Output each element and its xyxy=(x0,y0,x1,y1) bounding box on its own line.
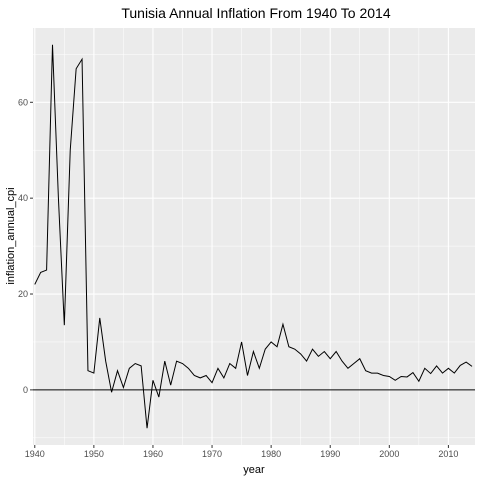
data-point-1949 xyxy=(87,370,88,371)
data-point-1983 xyxy=(288,346,289,347)
data-point-2001 xyxy=(395,380,396,381)
data-point-1965 xyxy=(182,363,183,364)
data-point-1963 xyxy=(170,384,171,385)
data-point-1967 xyxy=(194,375,195,376)
data-point-1955 xyxy=(123,387,124,388)
data-point-1999 xyxy=(383,375,384,376)
data-point-2003 xyxy=(406,376,407,377)
data-point-2013 xyxy=(466,361,467,362)
data-point-1959 xyxy=(146,428,147,429)
data-point-1995 xyxy=(359,358,360,359)
data-point-1996 xyxy=(365,370,366,371)
data-point-2002 xyxy=(401,376,402,377)
x-tick-label: 1950 xyxy=(84,449,104,459)
data-point-1956 xyxy=(129,368,130,369)
data-point-1948 xyxy=(81,59,82,60)
data-point-1950 xyxy=(93,373,94,374)
data-point-1961 xyxy=(158,396,159,397)
data-point-1971 xyxy=(217,368,218,369)
chart-title: Tunisia Annual Inflation From 1940 To 20… xyxy=(121,5,391,21)
data-point-2008 xyxy=(436,365,437,366)
data-point-2014 xyxy=(471,366,472,367)
data-point-1954 xyxy=(117,370,118,371)
data-point-1976 xyxy=(247,375,248,376)
data-point-1992 xyxy=(341,361,342,362)
data-point-1989 xyxy=(324,351,325,352)
plot-panel xyxy=(33,28,475,445)
data-point-1966 xyxy=(188,368,189,369)
data-point-1980 xyxy=(271,341,272,342)
data-point-2010 xyxy=(448,368,449,369)
data-point-1973 xyxy=(229,363,230,364)
data-point-2000 xyxy=(389,376,390,377)
data-point-1972 xyxy=(223,377,224,378)
data-point-1941 xyxy=(40,272,41,273)
data-point-1987 xyxy=(312,349,313,350)
data-point-1968 xyxy=(200,377,201,378)
data-point-1985 xyxy=(300,353,301,354)
data-point-1945 xyxy=(64,325,65,326)
data-point-1952 xyxy=(105,361,106,362)
x-tick-label: 2000 xyxy=(379,449,399,459)
data-point-1951 xyxy=(99,317,100,318)
x-tick-label: 1970 xyxy=(202,449,222,459)
data-point-1978 xyxy=(259,368,260,369)
data-point-1957 xyxy=(135,363,136,364)
data-point-1977 xyxy=(253,351,254,352)
data-point-1988 xyxy=(318,356,319,357)
y-tick-label: 60 xyxy=(18,97,28,107)
data-point-1975 xyxy=(241,341,242,342)
data-point-1994 xyxy=(353,363,354,364)
data-point-1969 xyxy=(206,375,207,376)
data-point-1986 xyxy=(306,361,307,362)
y-axis-ticks: 0 20 40 60 xyxy=(18,97,33,395)
data-point-1962 xyxy=(164,361,165,362)
data-point-1944 xyxy=(58,198,59,199)
y-tick-label: 40 xyxy=(18,193,28,203)
data-point-1974 xyxy=(235,368,236,369)
data-point-1993 xyxy=(347,368,348,369)
x-tick-label: 1940 xyxy=(25,449,45,459)
data-point-1979 xyxy=(265,349,266,350)
x-tick-label: 1980 xyxy=(261,449,281,459)
data-point-2004 xyxy=(412,372,413,373)
data-point-2009 xyxy=(442,373,443,374)
data-point-1940 xyxy=(34,284,35,285)
data-point-2005 xyxy=(418,381,419,382)
data-point-1970 xyxy=(211,382,212,383)
data-point-1942 xyxy=(46,269,47,270)
data-point-1943 xyxy=(52,44,53,45)
data-point-1964 xyxy=(176,361,177,362)
data-point-2012 xyxy=(460,365,461,366)
data-point-1984 xyxy=(294,349,295,350)
data-point-2006 xyxy=(424,368,425,369)
y-tick-label: 20 xyxy=(18,289,28,299)
data-point-2011 xyxy=(454,373,455,374)
data-point-1953 xyxy=(111,392,112,393)
x-axis-title: year xyxy=(243,464,265,476)
data-point-1947 xyxy=(76,68,77,69)
data-point-1946 xyxy=(70,150,71,151)
x-axis-ticks: 1940 1950 1960 1970 1980 1990 2000 2010 xyxy=(25,445,458,459)
data-point-1958 xyxy=(141,365,142,366)
y-axis-title: inflation_annual_cpi xyxy=(5,187,17,284)
data-point-2007 xyxy=(430,373,431,374)
data-point-1982 xyxy=(282,324,283,325)
inflation-series-line xyxy=(34,44,473,429)
data-point-1991 xyxy=(336,351,337,352)
minor-gridlines xyxy=(33,28,475,445)
data-point-1981 xyxy=(276,346,277,347)
x-tick-label: 1990 xyxy=(320,449,340,459)
data-point-1960 xyxy=(152,380,153,381)
data-point-1990 xyxy=(330,358,331,359)
x-tick-label: 1960 xyxy=(143,449,163,459)
data-point-1997 xyxy=(371,373,372,374)
data-point-1998 xyxy=(377,373,378,374)
x-tick-label: 2010 xyxy=(438,449,458,459)
y-tick-label: 0 xyxy=(23,385,28,395)
